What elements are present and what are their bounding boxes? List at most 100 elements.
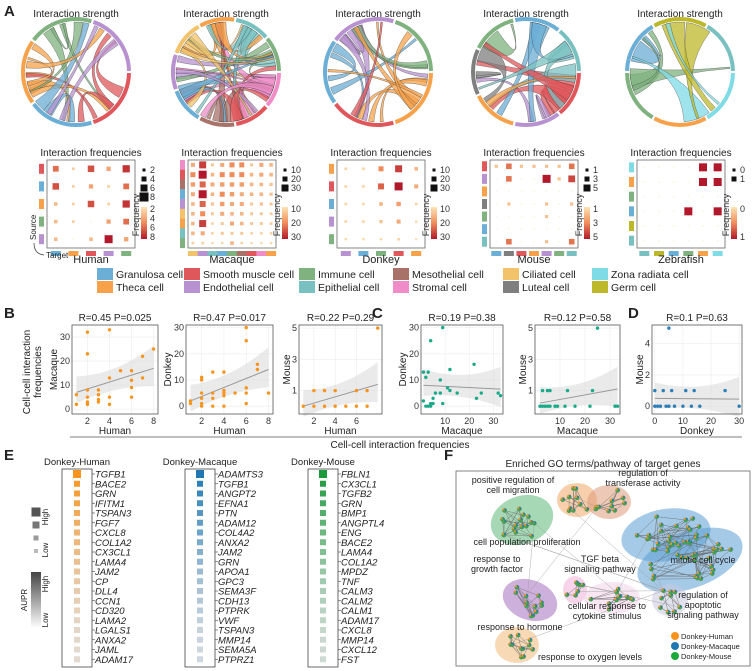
gene-label: CXCL8 <box>95 528 126 539</box>
size-legend-square <box>585 168 589 172</box>
cluster-label: signaling pathway <box>667 610 739 620</box>
y-axis-label: Donkey <box>163 353 174 387</box>
node-slice-macaque <box>510 642 513 645</box>
heatmap-cell <box>494 164 498 168</box>
gene-label: PTPRZ1 <box>218 655 254 666</box>
node-slice-macaque <box>667 549 670 552</box>
node-slice-human <box>710 571 713 574</box>
data-point <box>658 404 663 408</box>
gene-label: COL1A2 <box>95 538 132 549</box>
heatmap-cell <box>344 220 348 223</box>
heatmap-cell <box>378 166 384 172</box>
node-slice-human <box>672 589 675 593</box>
data-point <box>737 404 741 408</box>
y-tick-label: 1 <box>292 386 297 396</box>
data-point <box>211 396 215 400</box>
cluster-label: positive regulation of <box>472 475 555 485</box>
stats-title: R=0.47 P=0.017 <box>193 313 266 324</box>
confidence-band <box>190 347 269 412</box>
cluster-label: response to hormone <box>477 622 562 632</box>
node-slice-macaque <box>503 532 507 536</box>
data-point <box>244 339 248 343</box>
gene-label: PTPRK <box>218 606 250 617</box>
heatmap-cell <box>508 190 510 193</box>
heatmap-cell <box>199 201 206 207</box>
legend-label: Stromal cell <box>412 282 467 294</box>
data-point <box>689 404 694 408</box>
color-legend-bar <box>141 207 147 239</box>
data-point <box>424 404 428 408</box>
heatmap-cell <box>221 241 224 245</box>
node-slice-human <box>529 533 532 537</box>
regression-line <box>654 397 740 400</box>
heatmap-cell <box>230 241 234 245</box>
data-point <box>431 396 435 400</box>
data-point <box>266 391 271 395</box>
data-point <box>613 404 617 408</box>
chord-ribbon <box>339 34 370 121</box>
color-legend-tick: 10 <box>440 204 450 214</box>
heatmap-frame <box>636 159 726 249</box>
network-edge <box>611 490 618 507</box>
target-tab-granulosa-cell <box>668 251 679 256</box>
gene-label: TNF <box>341 577 361 588</box>
chord-segment-granulosa-cell <box>32 102 92 127</box>
aupr-square <box>197 617 203 624</box>
heatmap-cell <box>672 181 675 183</box>
heatmap-cell <box>87 165 95 173</box>
panel-label-c: C <box>372 305 383 322</box>
y-tick-label: 20 <box>174 349 184 359</box>
heatmap-cell <box>219 172 225 178</box>
node-slice-macaque <box>531 533 534 537</box>
heatmap-cell <box>211 241 214 245</box>
column-frame <box>61 468 93 668</box>
species-block-donkey: Interaction strength Interaction frequenc… <box>323 9 450 266</box>
network-edge <box>674 592 681 608</box>
node-slice-macaque <box>668 609 671 613</box>
node-slice-human <box>659 522 662 525</box>
data-point <box>553 404 557 408</box>
legend-swatch-granulosa-cell <box>97 268 113 280</box>
node-slice-macaque <box>534 521 537 524</box>
heatmap-cell <box>544 240 549 244</box>
node-slice-human <box>693 574 696 577</box>
node-slice-human <box>566 508 570 511</box>
node-slice-human <box>560 497 563 500</box>
scatter-plot-4: 10 20 30 0 10 20 30 Macaque Donkey R=0.19 P=0.38 <box>398 313 504 437</box>
cluster-label: cell migration <box>486 485 539 495</box>
color-legend-tick: 2 <box>150 204 155 214</box>
network-edge <box>510 636 522 658</box>
node-slice-macaque <box>618 586 621 590</box>
network-edge <box>652 516 657 550</box>
heatmap-cell <box>643 181 646 183</box>
data-point <box>222 393 226 398</box>
target-tab-theca-cell <box>529 251 539 256</box>
network-edge <box>512 590 664 645</box>
node-slice-macaque <box>627 594 630 597</box>
network-edge <box>566 584 580 595</box>
target-tab-immune-cell <box>376 251 386 256</box>
data-point <box>354 388 359 393</box>
data-point <box>322 404 327 408</box>
legend-label: Immune cell <box>318 269 375 281</box>
node-slice-macaque <box>623 495 626 498</box>
source-tab-granulosa-cell <box>329 199 334 209</box>
heatmap-cell <box>344 185 348 188</box>
aupr-square <box>320 558 326 565</box>
target-tab-theca-cell <box>698 251 708 256</box>
network-edge <box>661 598 675 612</box>
gene-label: APOA1 <box>217 567 250 578</box>
heatmap-cell <box>658 181 660 183</box>
data-point <box>653 388 657 393</box>
node-slice-human <box>695 575 698 579</box>
legend-label: Theca cell <box>116 282 164 294</box>
data-point <box>426 370 430 374</box>
chord-ribbon <box>179 47 275 65</box>
node-slice-human <box>690 553 694 556</box>
node-slice-macaque <box>661 595 664 599</box>
heatmap-cell <box>229 192 235 197</box>
gene-label: ENG <box>341 528 362 539</box>
gene-label: TGFB1 <box>95 470 126 481</box>
data-point <box>496 391 500 395</box>
heatmap-cell <box>570 190 573 193</box>
